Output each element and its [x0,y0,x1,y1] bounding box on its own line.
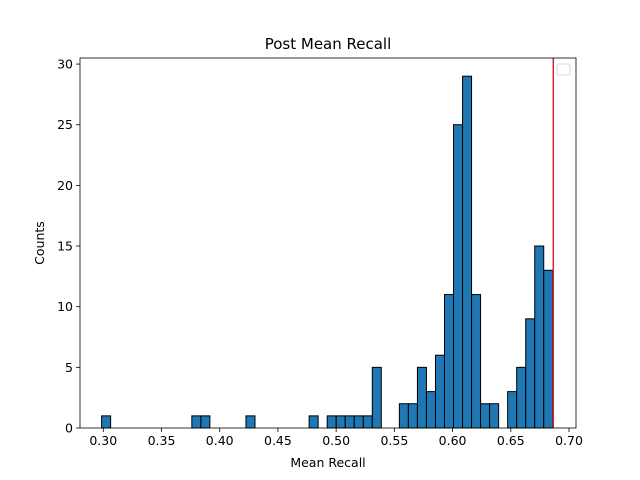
histogram-bar [371,366,382,429]
x-tick-label: 0.35 [148,433,176,448]
histogram-bar [308,415,319,429]
x-tick-label: 0.70 [555,433,583,448]
histogram-bar [407,403,418,429]
histogram-bar [335,415,346,429]
legend-box [556,63,571,76]
x-tick-label: 0.45 [264,433,292,448]
x-tick-label: 0.65 [497,433,525,448]
x-tick-label: 0.40 [206,433,234,448]
x-axis: 0.30 0.35 0.40 0.45 0.50 0.55 0.60 0.65 0.70 [89,428,583,448]
histogram-bar [480,403,491,429]
y-tick-label: 10 [57,299,73,314]
chart-title: Post Mean Recall [265,35,392,53]
histogram-bar [200,415,211,429]
plot-frame [79,57,577,429]
y-axis: 0 5 10 15 20 25 30 [57,57,80,436]
histogram-bar [507,391,518,429]
histogram-bar [425,391,436,429]
histogram-bar [543,269,554,429]
histogram-bar [191,415,202,429]
histogram-bar [245,415,256,429]
histogram-bar [101,415,112,429]
x-tick-label: 0.30 [89,433,117,448]
histogram-bar [453,124,464,429]
histogram-bar [416,366,427,429]
histogram-bar [516,366,527,429]
histogram-bar [489,403,500,429]
y-tick-label: 0 [65,421,73,436]
y-axis-title: Counts [32,221,47,265]
histogram-bar [362,415,373,429]
x-tick-label: 0.50 [322,433,350,448]
histogram-bar [344,415,355,429]
histogram-bar [525,318,536,429]
y-tick-label: 15 [57,239,73,254]
x-axis-title: Mean Recall [290,455,365,470]
y-tick-label: 5 [65,360,73,375]
histogram-bar [353,415,364,429]
histogram-bar [462,75,473,429]
y-tick-label: 30 [57,57,73,72]
histogram-bar [434,354,445,429]
histogram-bar [326,415,337,429]
y-tick-label: 25 [57,117,73,132]
histogram-bar [534,245,545,429]
histogram-bar [443,294,455,429]
x-tick-label: 0.60 [439,433,467,448]
y-tick-label: 20 [57,178,73,193]
histogram-bar [471,294,482,429]
histogram-bar [398,403,409,429]
x-tick-label: 0.55 [380,433,408,448]
